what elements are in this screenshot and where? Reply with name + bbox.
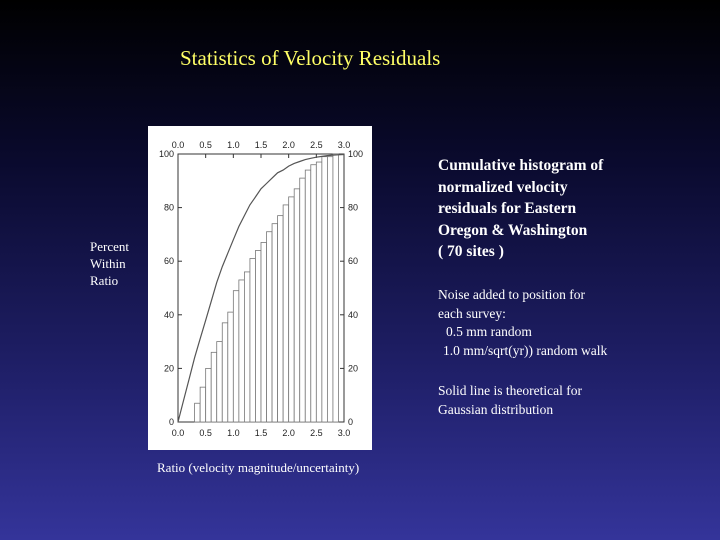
histogram-bar: [277, 215, 284, 423]
y-tick-label: 20: [164, 363, 174, 373]
caption-line: Oregon & Washington: [438, 221, 588, 239]
x-axis-label: Ratio (velocity magnitude/uncertainty): [157, 460, 360, 475]
histogram-bar: [304, 169, 312, 423]
chart-caption: Cumulative histogram of normalized veloc…: [438, 155, 708, 263]
x-tick-label: 0.5: [199, 140, 212, 150]
histogram-bar: [326, 156, 334, 423]
histogram-bar: [205, 367, 212, 423]
solid-line-note: Solid line is theoretical for Gaussian d…: [438, 382, 713, 419]
x-tick-label: 1.0: [227, 428, 240, 438]
histogram-bar: [271, 223, 278, 423]
x-tick-label: 1.5: [255, 140, 268, 150]
y-tick-label: 20: [348, 363, 358, 373]
solid-line-note-line: Solid line is theoretical for: [438, 383, 582, 398]
histogram-bar: [299, 177, 306, 423]
histogram-bar: [227, 311, 234, 423]
y-axis-label-line: Percent: [90, 239, 129, 254]
caption-line: residuals for Eastern: [438, 200, 577, 217]
y-tick-label: 40: [164, 310, 174, 320]
x-tick-label: 0.5: [199, 428, 212, 438]
histogram-bar: [282, 204, 290, 423]
caption-line: Cumulative histogram of: [438, 157, 604, 174]
histogram-bar: [288, 196, 295, 423]
slide-title: Statistics of Velocity Residuals: [180, 46, 441, 70]
histogram-bar: [310, 164, 317, 423]
x-tick-label: 2.0: [282, 140, 295, 150]
histogram-bar: [232, 290, 240, 423]
x-tick-label: 2.0: [282, 428, 295, 438]
x-tick-label: 1.5: [255, 428, 268, 438]
histogram-bar: [238, 279, 245, 423]
histogram-bar: [221, 322, 229, 423]
histogram-bar: [315, 161, 323, 423]
y-tick-label: 0: [169, 417, 174, 427]
y-tick-label: 100: [159, 149, 174, 159]
histogram-bar: [260, 242, 267, 423]
histogram-bar: [332, 153, 339, 423]
x-tick-label: 3.0: [338, 428, 351, 438]
x-tick-label: 3.0: [338, 140, 351, 150]
y-tick-label: 60: [164, 256, 174, 266]
x-tick-label: 0.0: [172, 140, 185, 150]
x-tick-label: 2.5: [310, 428, 323, 438]
histogram-bar: [249, 258, 256, 423]
y-axis-label-line: Ratio: [90, 273, 119, 288]
y-tick-label: 80: [164, 203, 174, 213]
caption-line: normalized velocity: [438, 178, 568, 196]
solid-line-note-line: Gaussian distribution: [438, 401, 554, 417]
y-tick-label: 100: [348, 149, 363, 159]
histogram-bar: [321, 156, 328, 423]
y-tick-label: 40: [348, 310, 358, 320]
y-axis-label: Percent Within Ratio: [90, 238, 129, 289]
y-tick-label: 80: [348, 203, 358, 213]
histogram-bar: [255, 250, 262, 423]
gaussian-curve: [177, 153, 345, 423]
noise-line: each survey:: [438, 305, 506, 321]
histogram-chart: 0.0 0.0 0.5 0.5 1.0 1.0 1.5 1.5 2.0 2.0 2.5 2.5 3.0 3…: [148, 126, 372, 450]
caption-line: ( 70 sites ): [438, 243, 504, 260]
histogram-bar: [210, 351, 218, 423]
histogram-bar: [199, 386, 207, 423]
y-tick-label: 60: [348, 256, 358, 266]
histogram-bar: [216, 341, 223, 423]
histogram-svg: 0.0 0.0 0.5 0.5 1.0 1.0 1.5 1.5 2.0 2.0 2.5 2.5 3.0 3…: [159, 140, 363, 438]
noise-line: 0.5 mm random: [446, 324, 532, 339]
y-axis-label-line: Within: [90, 256, 126, 271]
noise-line: 1.0 mm/sqrt(yr)) random walk: [443, 342, 608, 358]
x-tick-label: 2.5: [310, 140, 323, 150]
histogram-bar: [293, 188, 301, 423]
y-tick-label: 0: [348, 417, 353, 427]
histogram-bar: [194, 402, 201, 423]
noise-note: Noise added to position for each survey:…: [438, 286, 713, 360]
x-tick-label: 0.0: [172, 428, 185, 438]
noise-line: Noise added to position for: [438, 287, 585, 302]
histogram-bar: [244, 271, 251, 423]
x-tick-label: 1.0: [227, 140, 240, 150]
histogram-bar: [266, 231, 273, 423]
